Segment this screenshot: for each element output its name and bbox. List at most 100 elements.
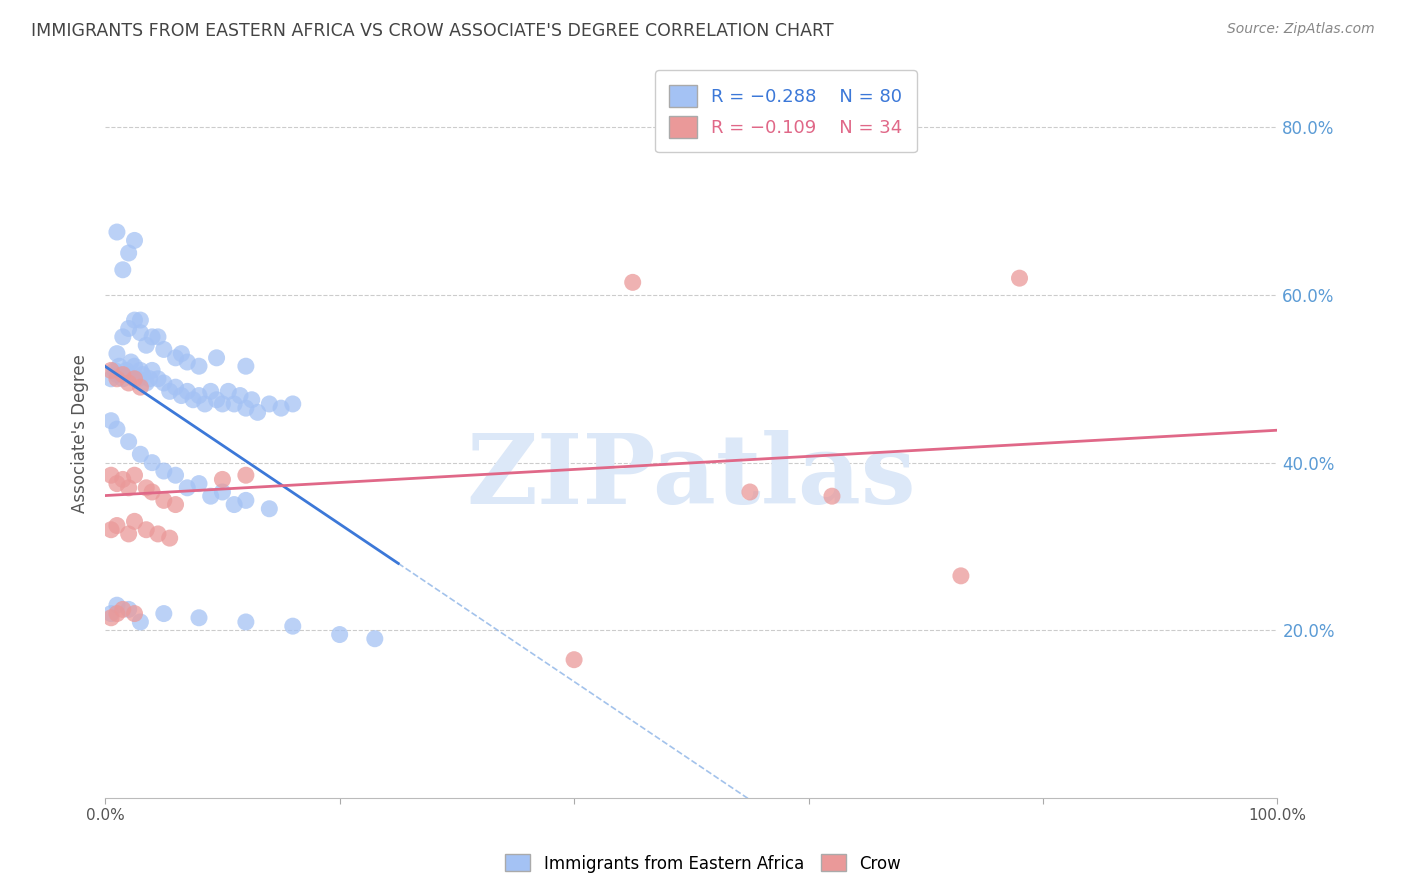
Point [100,607,122,621]
Text: IMMIGRANTS FROM EASTERN AFRICA VS CROW ASSOCIATE'S DEGREE CORRELATION CHART: IMMIGRANTS FROM EASTERN AFRICA VS CROW A… [31,22,834,40]
Point [153,464,176,478]
Point [111,262,134,277]
Point [129,447,152,461]
Point [105,598,128,612]
Point [821,489,844,503]
Point [124,234,146,248]
Point [165,380,187,394]
Point [100,363,122,377]
Point [111,368,134,382]
Point [281,397,304,411]
Point [105,422,128,436]
Point [135,523,157,537]
Point [111,330,134,344]
Point [259,501,281,516]
Point [949,569,972,583]
Point [364,632,387,646]
Text: ZIPatlas: ZIPatlas [467,430,917,524]
Point [200,489,222,503]
Point [259,397,281,411]
Point [235,359,257,374]
Point [135,376,157,390]
Point [105,476,128,491]
Point [104,363,127,377]
Point [111,602,134,616]
Point [188,359,211,374]
Point [141,485,163,500]
Point [124,514,146,528]
Point [141,363,163,377]
Point [153,493,176,508]
Point [194,397,217,411]
Point [129,363,152,377]
Point [188,611,211,625]
Point [176,384,198,399]
Point [270,401,292,416]
Point [139,372,162,386]
Point [100,468,122,483]
Point [100,414,122,428]
Point [235,401,257,416]
Point [118,246,141,260]
Point [153,607,176,621]
Point [281,619,304,633]
Point [159,531,181,545]
Point [100,372,122,386]
Point [211,485,233,500]
Point [115,363,138,377]
Point [200,384,222,399]
Point [224,498,246,512]
Point [170,388,193,402]
Point [170,346,193,360]
Point [153,343,176,357]
Point [738,485,761,500]
Point [105,518,128,533]
Point [153,376,176,390]
Point [146,372,169,386]
Point [235,468,257,483]
Point [205,351,228,365]
Text: Source: ZipAtlas.com: Source: ZipAtlas.com [1227,22,1375,37]
Point [211,397,233,411]
Point [124,468,146,483]
Point [124,607,146,621]
Point [108,359,131,374]
Point [562,653,585,667]
Point [118,481,141,495]
Point [246,405,269,419]
Point [165,498,187,512]
Point [621,276,644,290]
Point [129,313,152,327]
Point [165,351,187,365]
Point [105,372,128,386]
Point [129,326,152,340]
Point [105,368,128,382]
Point [118,527,141,541]
Point [1008,271,1031,285]
Point [229,388,252,402]
Point [235,615,257,629]
Legend: Immigrants from Eastern Africa, Crow: Immigrants from Eastern Africa, Crow [499,847,907,880]
Point [105,607,128,621]
Point [176,355,198,369]
Point [105,346,128,360]
Legend: R = −0.288    N = 80, R = −0.109    N = 34: R = −0.288 N = 80, R = −0.109 N = 34 [655,70,917,153]
Point [118,434,141,449]
Point [224,397,246,411]
Y-axis label: Associate's Degree: Associate's Degree [72,354,89,513]
Point [205,392,228,407]
Point [118,368,141,382]
Point [141,330,163,344]
Point [124,359,146,374]
Point [135,481,157,495]
Point [100,523,122,537]
Point [124,372,146,386]
Point [188,476,211,491]
Point [329,627,352,641]
Point [240,392,263,407]
Point [176,481,198,495]
Point [129,380,152,394]
Point [135,338,157,352]
Point [111,472,134,486]
Point [100,611,122,625]
